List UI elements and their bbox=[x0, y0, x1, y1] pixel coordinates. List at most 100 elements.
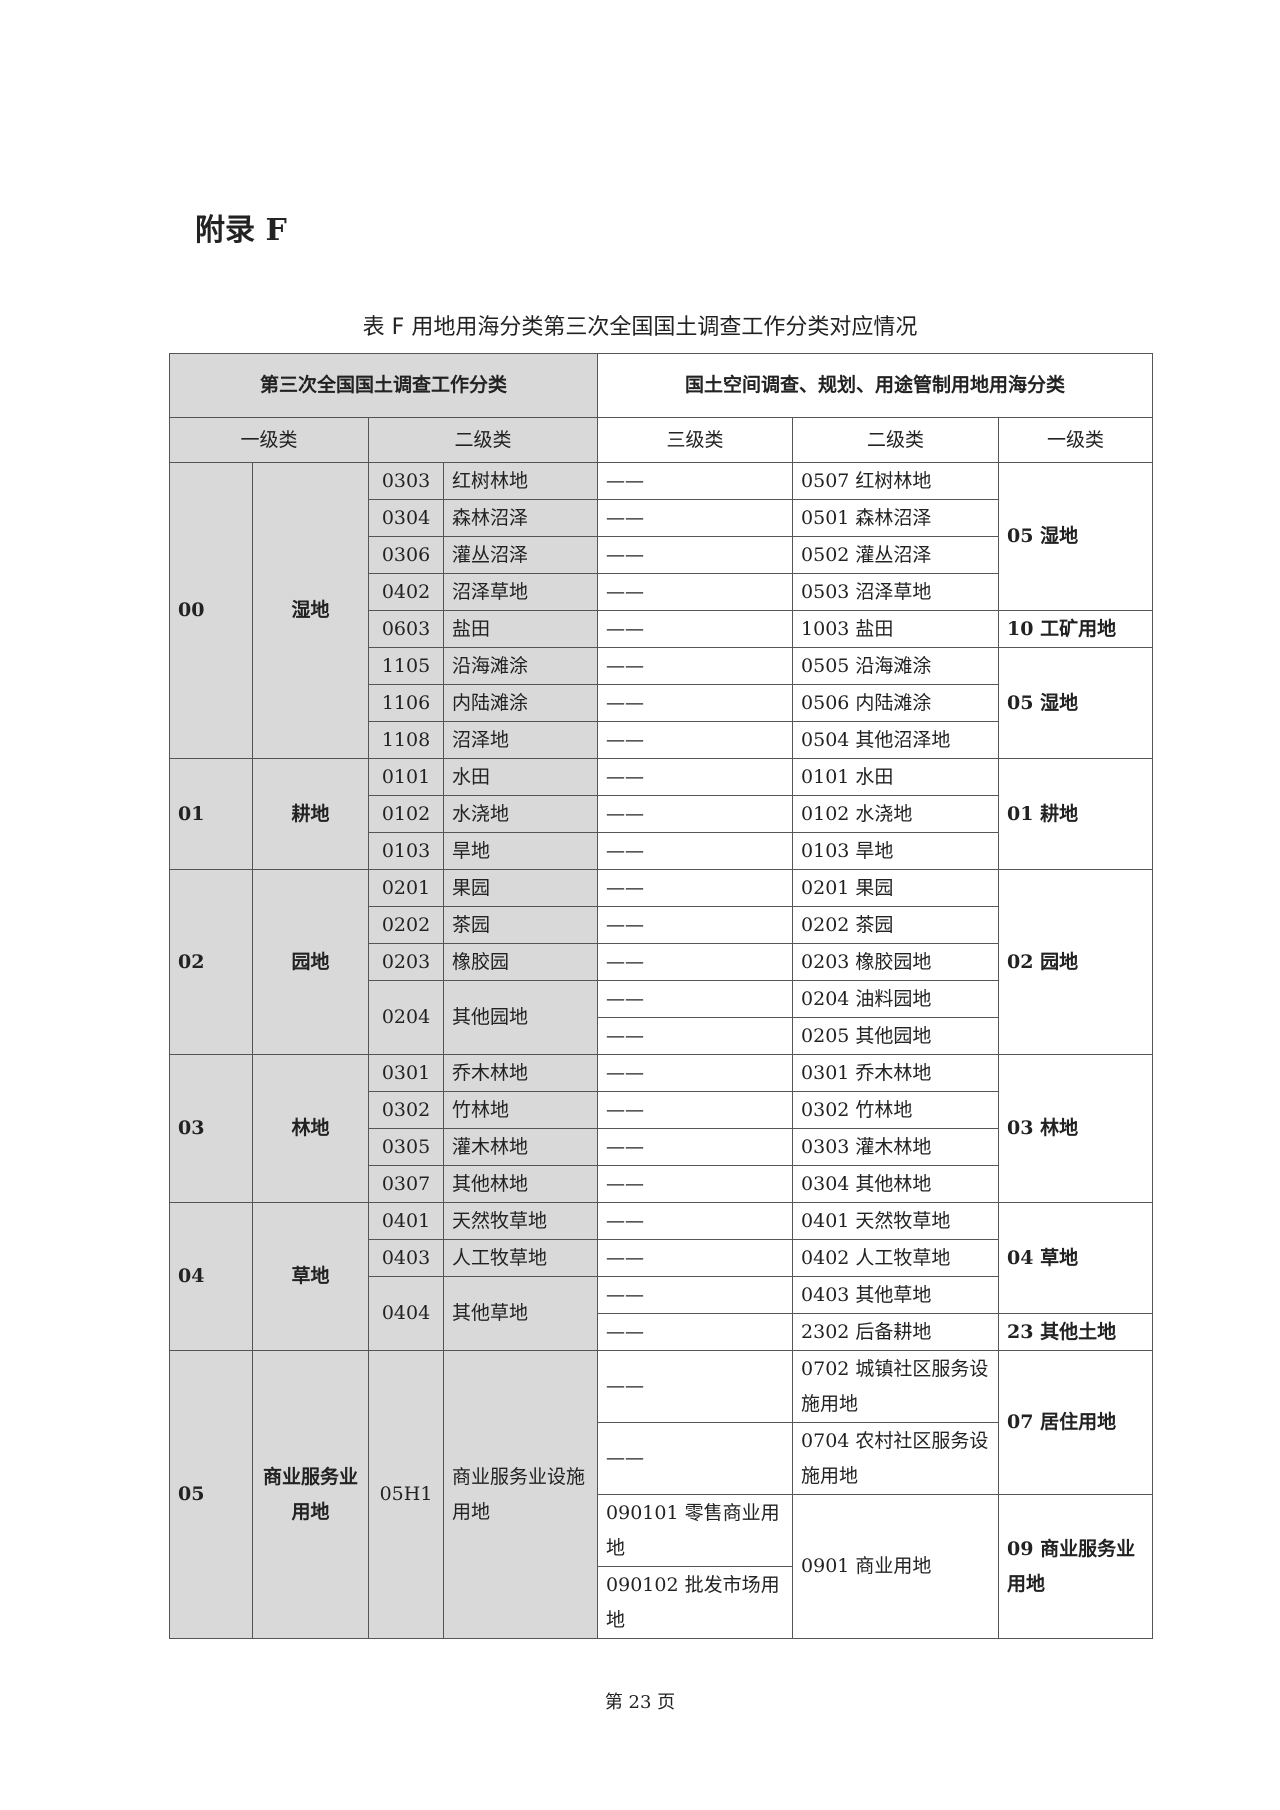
table-row: 1105 沿海滩涂 —— 0505 沿海滩涂 05 湿地 bbox=[170, 647, 1154, 759]
table-row: 0402 沼泽草地 —— 0503 沼泽草地 bbox=[170, 573, 1153, 611]
table-row: 0305 灌木林地 —— 0303 灌木林地 bbox=[170, 1128, 1153, 1166]
target-level2: 0704 农村社区服务设施用地 bbox=[792, 1422, 1000, 1495]
level2-code: 1106 bbox=[368, 684, 444, 722]
level2-name: 盐田 bbox=[442, 610, 599, 648]
table-row: 0103 旱地 —— 0103 旱地 bbox=[170, 832, 1153, 870]
level1-name: 耕地 bbox=[252, 758, 369, 870]
target-level3: —— bbox=[597, 1017, 794, 1055]
target-level2: 0101 水田 bbox=[792, 758, 1000, 796]
target-level3: —— bbox=[597, 1276, 794, 1314]
table-row: 02 园地 0201 果园 —— 0201 果园 02 园地 bbox=[169, 869, 1154, 1055]
target-level3: —— bbox=[597, 462, 794, 500]
level2-name: 沼泽草地 bbox=[442, 573, 599, 611]
level2-code: 0103 bbox=[368, 832, 444, 870]
level2-code: 0304 bbox=[368, 499, 444, 537]
target-level3: —— bbox=[597, 573, 794, 611]
table-title: 表 F 用地用海分类第三次全国国土调查工作分类对应情况 bbox=[362, 315, 918, 340]
level2-code: 0204 bbox=[368, 980, 444, 1055]
target-level1: 05 湿地 bbox=[998, 647, 1154, 759]
level2-name: 红树林地 bbox=[442, 462, 599, 500]
table-row: 03 林地 0301 乔木林地 —— 0301 乔木林地 03 林地 bbox=[169, 1054, 1154, 1203]
target-level2: 0901 商业用地 bbox=[792, 1494, 1000, 1639]
target-level2: 0503 沼泽草地 bbox=[792, 573, 1000, 611]
target-level3: —— bbox=[597, 1239, 794, 1277]
target-level2: 0204 油料园地 bbox=[792, 980, 1000, 1018]
header-left-level2: 二级类 bbox=[367, 417, 599, 463]
target-level3: —— bbox=[597, 536, 794, 574]
level1-name: 商业服务业用地 bbox=[252, 1350, 369, 1639]
level2-name: 其他林地 bbox=[442, 1165, 599, 1203]
level2-name: 旱地 bbox=[442, 832, 599, 870]
level1-code: 03 bbox=[169, 1054, 253, 1203]
target-level3: —— bbox=[597, 1202, 794, 1240]
level2-code: 0404 bbox=[368, 1276, 444, 1351]
target-level3: 090102 批发市场用地 bbox=[597, 1566, 794, 1639]
table-row: 090101 零售商业用地 0901 商业用地 09 商业服务业用地 bbox=[170, 1494, 1154, 1639]
header-left-group: 第三次全国国土调查工作分类 bbox=[168, 353, 599, 418]
level1-code: 01 bbox=[169, 758, 253, 870]
target-level3: —— bbox=[597, 684, 794, 722]
target-level3: —— bbox=[597, 1313, 794, 1351]
target-level1: 02 园地 bbox=[998, 869, 1154, 1055]
level2-name: 茶园 bbox=[442, 906, 599, 944]
target-level1: 04 草地 bbox=[998, 1202, 1154, 1314]
target-level2: 0402 人工牧草地 bbox=[792, 1239, 1000, 1277]
level1-code: 04 bbox=[169, 1202, 253, 1351]
table-row: 0307 其他林地 —— 0304 其他林地 bbox=[170, 1165, 1153, 1203]
target-level2: 0506 内陆滩涂 bbox=[792, 684, 1000, 722]
target-level1: 10 工矿用地 bbox=[998, 610, 1154, 648]
level1-code: 02 bbox=[169, 869, 253, 1055]
target-level2: 0205 其他园地 bbox=[792, 1017, 1000, 1055]
level2-code: 0301 bbox=[368, 1054, 444, 1092]
target-level2: 0501 森林沼泽 bbox=[792, 499, 1000, 537]
target-level2: 0702 城镇社区服务设施用地 bbox=[792, 1350, 1000, 1423]
target-level3: —— bbox=[597, 1054, 794, 1092]
target-level2: 0303 灌木林地 bbox=[792, 1128, 1000, 1166]
target-level2: 0401 天然牧草地 bbox=[792, 1202, 1000, 1240]
table-row: 0304 森林沼泽 —— 0501 森林沼泽 bbox=[170, 499, 1153, 537]
target-level1: 23 其他土地 bbox=[998, 1313, 1154, 1351]
level2-name: 商业服务业设施用地 bbox=[442, 1350, 599, 1639]
appendix-heading: 附录 F bbox=[195, 213, 287, 248]
table-row: 00 湿地 0303 红树林地 —— 0507 红树林地 05 湿地 bbox=[169, 462, 1154, 759]
header-right-level3: 三级类 bbox=[597, 417, 794, 463]
header-left-level1: 一级类 bbox=[169, 417, 369, 463]
table-row: 01 耕地 0101 水田 —— 0101 水田 01 耕地 bbox=[169, 758, 1154, 870]
target-level3: —— bbox=[597, 1350, 794, 1423]
level1-name: 林地 bbox=[252, 1054, 369, 1203]
level1-code: 00 bbox=[169, 462, 253, 759]
target-level1: 07 居住用地 bbox=[998, 1350, 1154, 1495]
level2-name: 其他草地 bbox=[442, 1276, 599, 1351]
target-level3: —— bbox=[597, 499, 794, 537]
table-row: 0603 盐田 —— 1003 盐田 10 工矿用地 bbox=[170, 610, 1154, 648]
target-level1: 05 湿地 bbox=[998, 462, 1154, 611]
table-row: 05 商业服务业用地 05H1 商业服务业设施用地 —— 0702 城镇社区服务设施用地 0… bbox=[169, 1350, 1154, 1639]
target-level1: 09 商业服务业用地 bbox=[998, 1494, 1154, 1639]
target-level3: 090101 零售商业用地 bbox=[597, 1494, 794, 1567]
table-row: 0203 橡胶园 —— 0203 橡胶园地 bbox=[170, 943, 1153, 981]
level2-code: 0201 bbox=[368, 869, 444, 907]
target-level3: —— bbox=[597, 869, 794, 907]
target-level3: —— bbox=[597, 647, 794, 685]
level2-code: 05H1 bbox=[368, 1350, 444, 1639]
table-row: 0403 人工牧草地 —— 0402 人工牧草地 bbox=[170, 1239, 1153, 1277]
table-row: 1106 内陆滩涂 —— 0506 内陆滩涂 bbox=[170, 684, 1153, 722]
level1-name: 草地 bbox=[252, 1202, 369, 1351]
target-level2: 0403 其他草地 bbox=[792, 1276, 1000, 1314]
target-level1: 03 林地 bbox=[998, 1054, 1154, 1203]
table-row: 0202 茶园 —— 0202 茶园 bbox=[170, 906, 1153, 944]
table-row: 04 草地 0401 天然牧草地 —— 0401 天然牧草地 04 草地 bbox=[169, 1202, 1154, 1351]
level2-code: 0305 bbox=[368, 1128, 444, 1166]
header-right-level2: 二级类 bbox=[792, 417, 1000, 463]
level2-name: 水浇地 bbox=[442, 795, 599, 833]
target-level2: 0201 果园 bbox=[792, 869, 1000, 907]
table-row: 0204 其他园地 —— 0204 油料园地 bbox=[170, 980, 1153, 1055]
level2-name: 森林沼泽 bbox=[442, 499, 599, 537]
level2-code: 1108 bbox=[368, 721, 444, 759]
target-level2: 1003 盐田 bbox=[792, 610, 1000, 648]
target-level3: —— bbox=[597, 758, 794, 796]
level2-code: 0102 bbox=[368, 795, 444, 833]
table-row: 090102 批发市场用地 bbox=[170, 1566, 1153, 1639]
table-row: 0404 其他草地 —— 0403 其他草地 bbox=[170, 1276, 1153, 1351]
level2-name: 天然牧草地 bbox=[442, 1202, 599, 1240]
